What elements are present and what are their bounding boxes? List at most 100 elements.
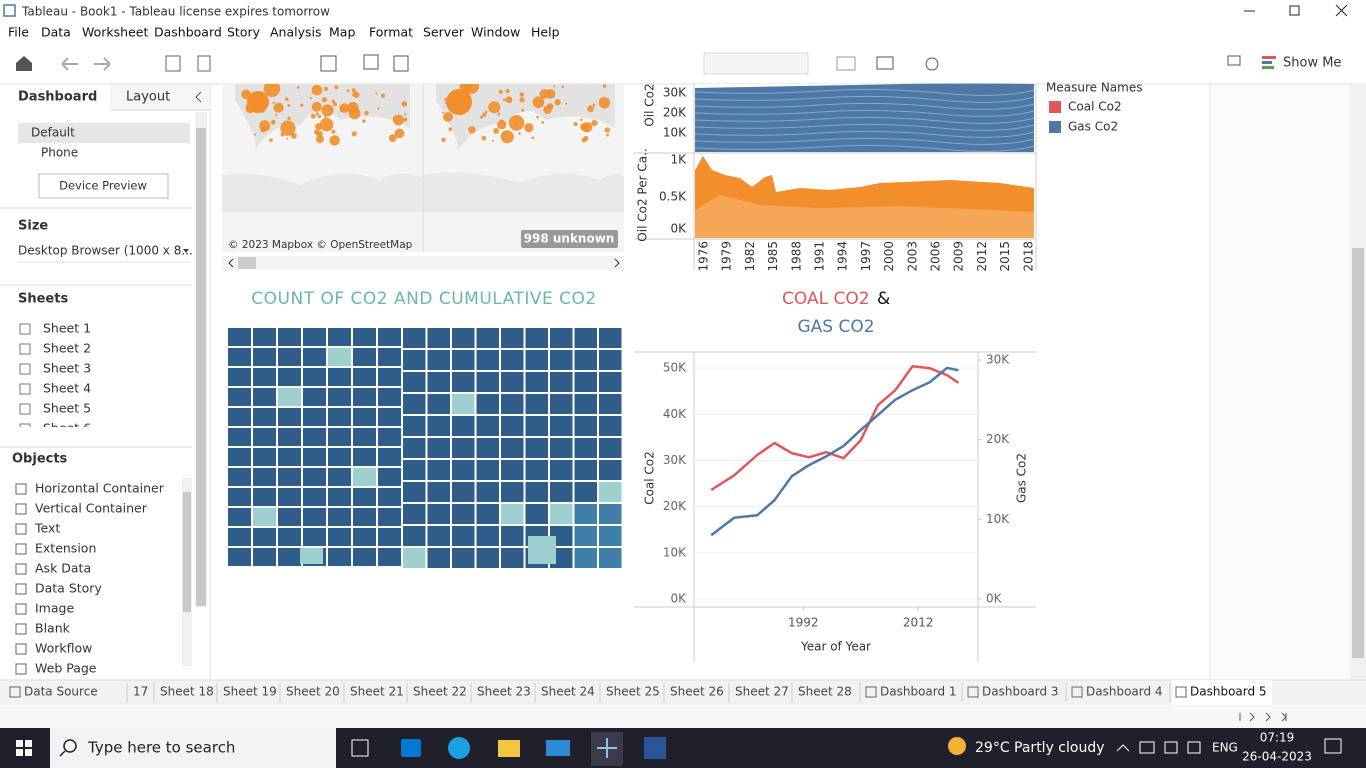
treemap-cell[interactable] <box>328 468 351 486</box>
object-item[interactable]: Ask Data <box>35 561 91 576</box>
device-phone[interactable]: Phone <box>41 146 78 160</box>
treemap-cell[interactable] <box>427 482 451 502</box>
treemap-cell[interactable] <box>427 438 451 458</box>
treemap-cell[interactable] <box>328 388 351 406</box>
treemap-cell[interactable] <box>353 328 376 346</box>
treemap-cell[interactable] <box>574 394 598 414</box>
treemap-cell[interactable] <box>378 528 401 546</box>
treemap-cell[interactable] <box>501 438 524 458</box>
treemap-cell[interactable] <box>574 372 598 392</box>
treemap-cell[interactable] <box>476 482 500 502</box>
tray-expand[interactable] <box>1116 744 1130 752</box>
treemap-cell[interactable] <box>278 548 301 566</box>
notifications[interactable] <box>1324 738 1342 754</box>
treemap-cell[interactable] <box>278 368 301 386</box>
treemap-cell[interactable] <box>303 348 326 366</box>
treemap-cell[interactable] <box>574 350 598 370</box>
menu-item[interactable]: Help <box>531 25 560 40</box>
treemap-cell[interactable] <box>303 448 326 466</box>
treemap-cell[interactable] <box>278 328 301 346</box>
treemap-cell[interactable] <box>452 394 475 414</box>
layout-tab[interactable]: Layout <box>126 90 170 105</box>
treemap-cell[interactable] <box>228 528 251 546</box>
object-item[interactable]: Web Page <box>35 661 97 676</box>
treemap-cell[interactable] <box>501 416 524 436</box>
treemap-cell[interactable] <box>328 428 351 446</box>
treemap-cell[interactable] <box>525 372 549 392</box>
treemap-cell[interactable] <box>303 468 326 486</box>
treemap-cell[interactable] <box>403 504 426 524</box>
treemap-cell[interactable] <box>403 482 426 502</box>
treemap-cell[interactable] <box>353 468 376 486</box>
treemap-cell[interactable] <box>501 526 524 546</box>
treemap-cell[interactable] <box>353 548 376 566</box>
treemap-cell[interactable] <box>525 482 549 502</box>
menu-item[interactable]: Server <box>423 25 465 40</box>
treemap-cell[interactable] <box>599 526 622 546</box>
treemap-cell[interactable] <box>228 408 251 426</box>
scroll-left[interactable] <box>228 258 234 268</box>
treemap-cell[interactable] <box>574 548 598 568</box>
treemap-cell[interactable] <box>452 504 475 524</box>
object-item[interactable]: Extension <box>35 541 96 556</box>
series-line[interactable] <box>710 365 960 492</box>
treemap-cell[interactable] <box>427 328 451 348</box>
sheet-tab[interactable]: Dashboard 4 <box>1086 685 1163 699</box>
treemap-cell[interactable] <box>328 348 351 366</box>
treemap-cell[interactable] <box>599 438 622 458</box>
treemap-cell[interactable] <box>452 350 475 370</box>
scroll-right[interactable] <box>614 258 620 268</box>
device-default[interactable]: Default <box>31 126 75 140</box>
treemap-cell[interactable] <box>278 508 301 526</box>
treemap-cell[interactable] <box>427 350 451 370</box>
map-scrollbar-thumb[interactable] <box>238 257 256 269</box>
tray-icon[interactable] <box>1139 741 1155 754</box>
treemap-cell[interactable] <box>525 350 549 370</box>
show-me-button[interactable]: Show Me <box>1283 56 1341 71</box>
sheet-tab[interactable]: Sheet 26 <box>670 685 724 699</box>
treemap-cell[interactable] <box>501 328 524 348</box>
tab-navigation[interactable] <box>1239 712 1287 722</box>
treemap-cell[interactable] <box>253 348 276 366</box>
treemap-cell[interactable] <box>228 388 251 406</box>
treemap-cell[interactable] <box>228 448 251 466</box>
treemap-cell[interactable] <box>228 508 251 526</box>
object-item[interactable]: Data Story <box>35 581 102 596</box>
treemap-cell[interactable] <box>278 528 301 546</box>
weather[interactable]: 29°C Partly cloudy <box>975 740 1105 756</box>
undo-button[interactable] <box>61 57 78 71</box>
treemap-cell[interactable] <box>278 468 301 486</box>
sheet-tab[interactable]: Sheet 24 <box>541 685 595 699</box>
sheet-tab[interactable]: Data Source <box>24 685 98 699</box>
legend-label[interactable]: Coal Co2 <box>1068 100 1122 114</box>
treemap-cell[interactable] <box>403 394 426 414</box>
mail-app[interactable] <box>546 740 570 756</box>
treemap-cell[interactable] <box>452 526 475 546</box>
treemap-cell[interactable] <box>303 428 326 446</box>
sheet-tab[interactable]: Sheet 20 <box>286 685 340 699</box>
treemap-cell[interactable] <box>278 488 301 506</box>
legend-swatch[interactable] <box>1049 101 1061 113</box>
treemap-cell[interactable] <box>574 460 598 480</box>
treemap-cell[interactable] <box>574 504 598 524</box>
sheet-tab[interactable]: 17 <box>133 685 148 699</box>
device-preview-button-frame[interactable] <box>38 173 169 199</box>
object-item[interactable]: Workflow <box>35 641 92 656</box>
treemap-cell[interactable] <box>525 460 549 480</box>
tray-icon[interactable] <box>1187 741 1201 754</box>
treemap-cell[interactable] <box>278 348 301 366</box>
treemap-cell[interactable] <box>403 526 426 546</box>
treemap-cell[interactable] <box>328 508 351 526</box>
treemap-cell[interactable] <box>228 548 251 566</box>
treemap-cell[interactable] <box>253 468 276 486</box>
treemap-cell[interactable] <box>599 416 622 436</box>
dashboard-tab[interactable]: Dashboard <box>18 90 97 105</box>
treemap-cell[interactable] <box>452 438 475 458</box>
treemap-cell[interactable] <box>253 488 276 506</box>
treemap-cell[interactable] <box>427 526 451 546</box>
treemap-cell[interactable] <box>353 428 376 446</box>
treemap-cell[interactable] <box>452 482 475 502</box>
sheet-tab[interactable]: Sheet 23 <box>477 685 531 699</box>
treemap-cell[interactable] <box>550 416 573 436</box>
treemap-cell[interactable] <box>528 536 556 564</box>
